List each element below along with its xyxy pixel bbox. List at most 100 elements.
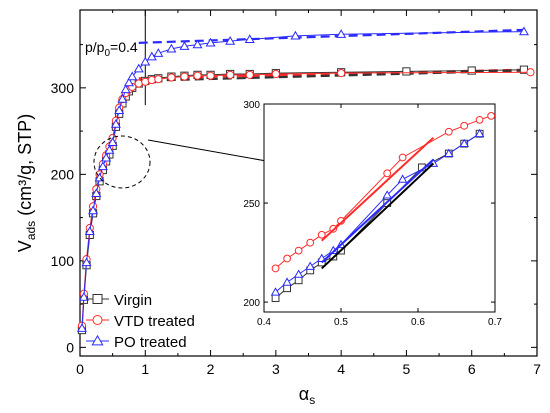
inset-fit-line-2	[321, 158, 435, 264]
data-point	[245, 70, 254, 79]
data-point	[140, 56, 151, 66]
data-point	[88, 205, 99, 215]
inset-y-tick-label: 250	[243, 199, 260, 210]
data-point	[78, 292, 89, 301]
inset-data-point	[397, 174, 408, 183]
x-tick-label: 0	[76, 361, 84, 377]
inset-data-point	[294, 246, 303, 255]
data-point	[127, 71, 138, 81]
data-point	[336, 29, 347, 38]
y-axis-label: Vads (cm³/g, STP)	[15, 114, 38, 252]
legend-label: Virgin	[114, 292, 152, 309]
data-point	[337, 69, 346, 78]
data-point	[91, 188, 102, 197]
data-point	[166, 43, 177, 53]
inset-y-tick-label: 300	[243, 100, 260, 111]
inset-data-point	[270, 287, 281, 296]
data-point	[467, 66, 476, 75]
data-point	[84, 226, 95, 236]
x-tick-label: 7	[533, 361, 541, 377]
inset-data-point	[487, 111, 496, 120]
data-point	[225, 35, 236, 45]
x-axis-label: αs	[299, 384, 315, 407]
x-tick-label: 5	[403, 361, 411, 377]
data-point	[518, 26, 529, 36]
inset-x-tick-label: 0.4	[257, 317, 271, 328]
data-point	[180, 72, 189, 81]
inset-x-tick-label: 0.5	[334, 317, 348, 328]
inset-data-point	[383, 169, 392, 178]
inset-data-point	[398, 153, 407, 162]
inset-data-point	[271, 264, 280, 273]
inset-data-point	[293, 269, 304, 278]
data-point	[226, 70, 235, 79]
inset-data-point	[294, 276, 303, 285]
data-point	[153, 48, 164, 57]
data-point	[107, 137, 118, 146]
inset-plot: 0.4 0.5 0.6 0.7 200 250 300	[243, 100, 502, 328]
x-tick-label: 1	[141, 361, 149, 377]
data-point	[110, 119, 121, 128]
data-point	[117, 93, 128, 103]
inset-data-point	[382, 190, 392, 199]
data-point	[271, 69, 280, 79]
legend-marker	[92, 315, 103, 325]
data-point	[205, 37, 216, 47]
inset-data-point	[317, 230, 326, 239]
inset-data-point	[459, 138, 469, 148]
data-point	[193, 71, 202, 80]
inset-data-point	[282, 277, 292, 286]
inset-data-point	[305, 261, 315, 270]
legend-marker	[91, 334, 104, 346]
data-point	[133, 63, 144, 73]
inset-fit-line-0	[321, 162, 435, 270]
inset-fit-line-1	[321, 136, 435, 242]
data-point	[81, 257, 92, 267]
inset-data-point	[283, 284, 292, 293]
inset-data-point	[271, 294, 280, 303]
inset-data-point	[283, 254, 292, 263]
x-tick-label: 2	[207, 361, 215, 377]
x-tick-label: 4	[337, 361, 345, 377]
inset-x-tick-label: 0.6	[411, 317, 425, 328]
inset-data-point	[444, 127, 453, 136]
main-plot: 0 1 2 3 4 5 6 7 0 100 200 300 αs Vads (cm³/g, STP) p/p…	[15, 9, 541, 407]
inset-x-tick-label: 0.7	[488, 317, 502, 328]
inset-data-point	[474, 128, 485, 138]
data-point	[97, 161, 108, 171]
inset-data-point	[460, 121, 469, 130]
legend-marker	[92, 294, 103, 304]
x-tick-label: 3	[272, 361, 280, 377]
fit-line-0	[138, 28, 524, 44]
arrow-line	[147, 139, 273, 163]
data-point	[244, 34, 255, 44]
data-point	[101, 152, 112, 162]
data-point	[526, 68, 535, 77]
data-point	[154, 75, 163, 84]
annotation-label: p/p0=0.4	[85, 39, 138, 59]
fit-line-2	[138, 69, 524, 83]
inset-data-point	[475, 115, 484, 124]
inset-data-point	[306, 238, 315, 247]
y-tick-label: 300	[51, 80, 75, 96]
y-tick-label: 0	[66, 339, 74, 355]
x-tick-label: 6	[468, 361, 476, 377]
legend-label: PO treated	[114, 334, 187, 351]
fit-line-1	[138, 68, 524, 80]
inset-y-tick-label: 200	[243, 298, 260, 309]
data-point	[120, 84, 131, 94]
data-point	[192, 39, 203, 49]
data-point	[206, 71, 215, 80]
data-point	[147, 75, 156, 85]
data-point	[179, 41, 190, 50]
data-point	[402, 67, 411, 76]
data-point	[167, 73, 176, 82]
inset-data-point	[444, 148, 454, 157]
data-point	[76, 323, 87, 332]
y-tick-label: 200	[51, 166, 75, 182]
data-point	[104, 144, 115, 154]
legend: Virgin VTD treated PO treated	[86, 292, 195, 351]
legend-label: VTD treated	[114, 313, 195, 330]
highlight-ellipse	[93, 135, 151, 189]
